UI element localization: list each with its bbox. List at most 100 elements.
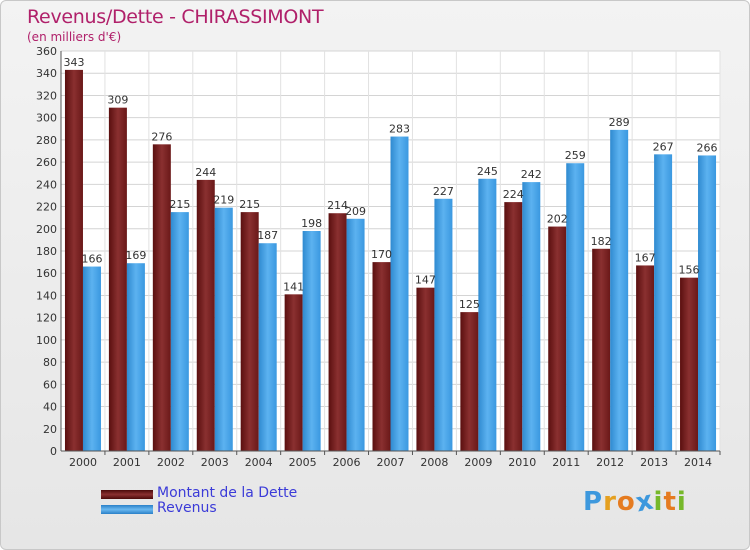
data-label-revenue: 227 [433, 185, 454, 198]
y-tick-label: 20 [43, 423, 57, 436]
logo-letter: r [603, 487, 617, 517]
data-label-debt: 214 [327, 199, 348, 212]
y-tick-label: 140 [36, 289, 57, 302]
x-tick-label: 2001 [113, 456, 141, 469]
bar-debt [592, 248, 611, 451]
legend-label-debt: Montant de la Dette [157, 485, 298, 501]
x-tick-label: 2004 [245, 456, 273, 469]
chart-subtitle: (en milliers d'€) [27, 30, 122, 44]
bar-revenue [302, 231, 321, 451]
x-tick-label: 2010 [508, 456, 536, 469]
legend-swatch-debt [101, 490, 153, 499]
y-tick-label: 360 [36, 45, 57, 58]
bar-debt [64, 69, 83, 451]
x-tick-label: 2007 [377, 456, 405, 469]
bar-debt [460, 312, 479, 451]
legend-swatch-revenue [101, 505, 153, 514]
legend-label-revenue: Revenus [157, 500, 217, 516]
data-label-debt: 170 [371, 248, 392, 261]
data-label-debt: 309 [107, 94, 128, 107]
bar-revenue [478, 178, 497, 451]
y-tick-label: 80 [43, 356, 57, 369]
data-label-revenue: 242 [521, 168, 542, 181]
data-label-revenue: 198 [301, 217, 322, 230]
y-tick-label: 100 [36, 334, 57, 347]
bar-debt [416, 287, 435, 451]
y-tick-label: 180 [36, 245, 57, 258]
bar-debt [284, 294, 303, 451]
bar-debt [240, 212, 259, 451]
data-label-revenue: 267 [653, 140, 674, 153]
bar-revenue [126, 263, 145, 451]
y-tick-label: 340 [36, 67, 57, 80]
bar-revenue [654, 154, 673, 452]
bar-revenue [566, 163, 585, 451]
data-label-debt: 125 [459, 298, 480, 311]
y-tick-label: 120 [36, 312, 57, 325]
bar-debt [196, 179, 215, 451]
bar-debt [372, 262, 391, 451]
bar-revenue [346, 218, 365, 451]
bar-revenue [698, 155, 717, 451]
chart-title: Revenus/Dette - CHIRASSIMONT [27, 6, 324, 28]
y-tick-label: 280 [36, 134, 57, 147]
bar-debt [152, 144, 171, 452]
bar-debt [504, 202, 523, 451]
data-label-revenue: 215 [169, 198, 190, 211]
bar-revenue [434, 198, 453, 451]
bar-revenue [390, 136, 409, 452]
x-tick-label: 2000 [69, 456, 97, 469]
y-tick-label: 260 [36, 156, 57, 169]
data-label-debt: 156 [679, 264, 700, 277]
data-label-debt: 215 [239, 198, 260, 211]
data-label-debt: 182 [591, 235, 612, 248]
bar-revenue [610, 129, 629, 451]
bar-debt [108, 107, 127, 452]
logo-letter: t [663, 487, 677, 517]
x-tick-label: 2012 [596, 456, 624, 469]
bar-debt [680, 277, 699, 451]
x-tick-label: 2002 [157, 456, 185, 469]
x-tick-label: 2009 [464, 456, 492, 469]
logo-letter: o [616, 487, 636, 517]
bar-revenue [82, 266, 101, 451]
data-label-debt: 343 [63, 56, 84, 69]
data-label-debt: 147 [415, 274, 436, 287]
y-tick-label: 60 [43, 378, 57, 391]
y-tick-label: 160 [36, 267, 57, 280]
x-tick-label: 2003 [201, 456, 229, 469]
data-label-debt: 202 [547, 213, 568, 226]
y-tick-label: 240 [36, 178, 57, 191]
x-tick-label: 2005 [289, 456, 317, 469]
bar-revenue [214, 207, 233, 451]
data-label-debt: 244 [195, 166, 216, 179]
data-label-revenue: 289 [609, 116, 630, 129]
proxiti-logo: Proxiti [583, 485, 687, 518]
bar-debt [636, 265, 655, 451]
logo-letter: P [583, 487, 604, 517]
bar-debt [548, 226, 567, 451]
data-label-debt: 224 [503, 188, 524, 201]
data-label-revenue: 166 [81, 253, 102, 266]
data-label-revenue: 266 [697, 141, 718, 154]
data-label-revenue: 283 [389, 123, 410, 136]
y-tick-label: 0 [50, 445, 57, 458]
data-label-revenue: 169 [125, 249, 146, 262]
data-label-debt: 141 [283, 280, 304, 293]
data-label-revenue: 259 [565, 149, 586, 162]
bar-revenue [258, 243, 277, 451]
y-tick-label: 40 [43, 401, 57, 414]
bar-revenue [522, 182, 541, 451]
logo-letter: i [676, 487, 687, 517]
data-label-debt: 167 [635, 251, 656, 264]
data-label-debt: 276 [151, 130, 172, 143]
y-tick-label: 320 [36, 89, 57, 102]
logo-letter: i [653, 487, 664, 517]
data-label-revenue: 209 [345, 205, 366, 218]
x-tick-label: 2006 [333, 456, 361, 469]
x-tick-label: 2008 [420, 456, 448, 469]
x-tick-label: 2014 [684, 456, 712, 469]
y-tick-label: 220 [36, 201, 57, 214]
